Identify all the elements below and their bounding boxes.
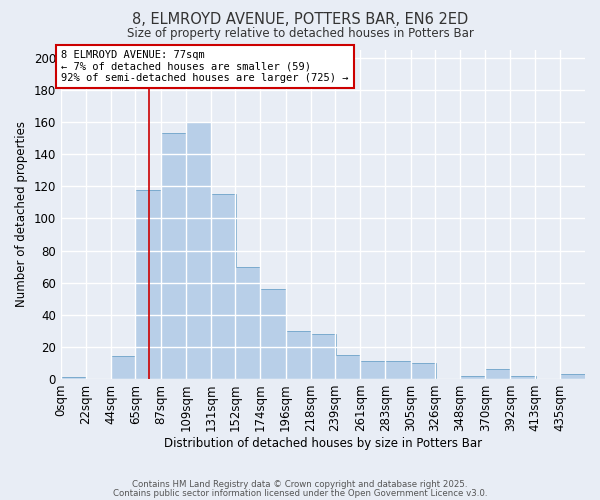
Bar (111, 356, 136, 379)
Bar (460, 376, 485, 379)
Bar (61, 378, 86, 379)
Bar (485, 370, 511, 379)
Bar (211, 194, 236, 379)
Bar (186, 122, 211, 379)
Text: Size of property relative to detached houses in Potters Bar: Size of property relative to detached ho… (127, 28, 473, 40)
X-axis label: Distribution of detached houses by size in Potters Bar: Distribution of detached houses by size … (164, 437, 482, 450)
Bar (235, 266, 260, 379)
Bar (410, 363, 436, 379)
Bar (311, 334, 336, 379)
Bar (511, 376, 536, 379)
Bar (286, 331, 311, 379)
Text: 8, ELMROYD AVENUE, POTTERS BAR, EN6 2ED: 8, ELMROYD AVENUE, POTTERS BAR, EN6 2ED (132, 12, 468, 28)
Text: Contains HM Land Registry data © Crown copyright and database right 2025.: Contains HM Land Registry data © Crown c… (132, 480, 468, 489)
Bar (385, 362, 410, 379)
Bar (560, 374, 585, 379)
Bar (335, 355, 360, 379)
Bar (360, 362, 385, 379)
Bar (260, 289, 286, 379)
Bar (136, 190, 161, 379)
Y-axis label: Number of detached properties: Number of detached properties (15, 122, 28, 308)
Bar (161, 134, 186, 379)
Text: Contains public sector information licensed under the Open Government Licence v3: Contains public sector information licen… (113, 489, 487, 498)
Text: 8 ELMROYD AVENUE: 77sqm
← 7% of detached houses are smaller (59)
92% of semi-det: 8 ELMROYD AVENUE: 77sqm ← 7% of detached… (61, 50, 348, 83)
